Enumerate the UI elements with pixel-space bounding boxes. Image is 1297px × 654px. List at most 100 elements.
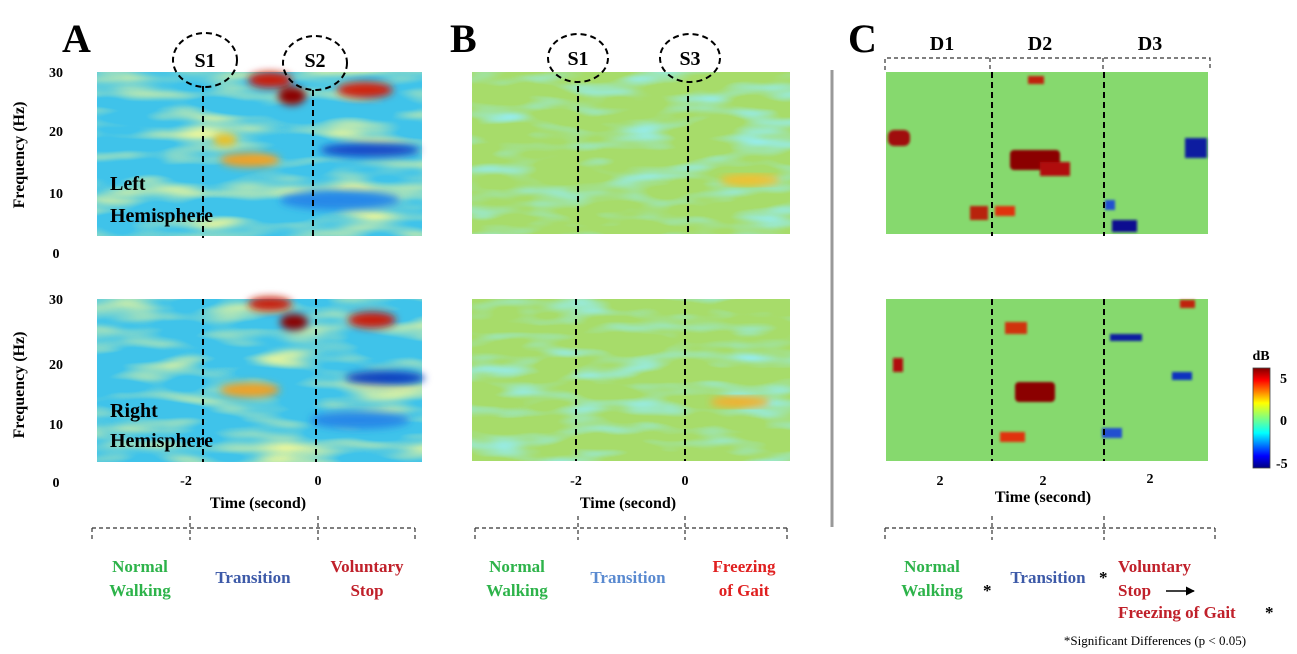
x-axis-label: Time (second) xyxy=(210,495,306,512)
y-tick-label: 10 xyxy=(49,187,63,202)
phase-label: Voluntary xyxy=(1118,557,1192,576)
significance-note: * xyxy=(1099,568,1108,587)
shape xyxy=(220,383,280,397)
phase-label: Normal Walking xyxy=(486,557,548,600)
significance-map xyxy=(886,72,1208,234)
phase-label: Freezing of Gait xyxy=(713,557,776,600)
shape xyxy=(720,174,780,186)
hemisphere-label: Hemisphere xyxy=(110,205,213,227)
shape xyxy=(220,153,280,167)
shape xyxy=(1252,367,1271,469)
segment-label: D3 xyxy=(1138,33,1162,55)
footnote: *Significant Differences (p < 0.05) xyxy=(1064,633,1246,648)
text-line: Voluntary xyxy=(330,557,404,576)
x-axis-label: Time (second) xyxy=(580,495,676,512)
significance-note: * xyxy=(1265,603,1274,622)
panel-a: A S1 S2 Frequency (Hz) 30 20 xyxy=(11,16,425,600)
text-line: Freezing xyxy=(713,557,776,576)
hemisphere-label: Left xyxy=(110,173,146,195)
shape xyxy=(1180,300,1195,308)
shape xyxy=(248,72,292,88)
y-tick-label: 30 xyxy=(49,293,63,308)
shape xyxy=(893,358,903,372)
shape xyxy=(345,371,425,385)
x-axis-label: Time (second) xyxy=(995,489,1091,506)
shape xyxy=(886,299,1208,461)
phase-label: Freezing of Gait xyxy=(1118,603,1236,622)
phase-label: Transition xyxy=(1010,568,1086,587)
shape xyxy=(472,72,790,234)
shape xyxy=(995,206,1015,216)
y-tick-label: 0 xyxy=(53,247,60,262)
shape xyxy=(1185,138,1207,158)
shape xyxy=(91,516,416,540)
text-line: of Gait xyxy=(719,581,770,600)
phase-label: Stop xyxy=(1118,581,1151,600)
shape xyxy=(280,314,308,330)
x-tick-label: 0 xyxy=(315,474,322,489)
y-tick-label: 30 xyxy=(49,66,63,81)
text-line: Walking xyxy=(901,581,963,600)
shape xyxy=(1028,76,1044,84)
shape xyxy=(970,206,988,220)
spectrogram xyxy=(472,72,790,234)
shape xyxy=(710,396,770,408)
marker-label: S1 xyxy=(567,48,588,70)
shape xyxy=(213,72,420,210)
text-line: Walking xyxy=(486,581,548,600)
shape xyxy=(888,76,1207,232)
text-line: Normal xyxy=(904,557,960,576)
x-tick-label: -2 xyxy=(570,474,582,489)
shape xyxy=(893,300,1195,442)
panel-b: B S1 S3 -2 0 Time (second) Normal Walking… xyxy=(450,16,790,600)
shape xyxy=(248,297,292,311)
shape xyxy=(1040,162,1070,176)
y-axis-label: Frequency (Hz) xyxy=(11,332,28,439)
text-line: Stop xyxy=(350,581,383,600)
segment-label: D2 xyxy=(1028,33,1052,55)
colorbar-label: dB xyxy=(1252,349,1269,364)
phase-label: Normal Walking xyxy=(109,557,171,600)
hemisphere-label: Hemisphere xyxy=(110,430,213,452)
shape xyxy=(1110,334,1142,341)
colorbar: dB 5 0 -5 xyxy=(1252,349,1287,472)
spectrogram xyxy=(97,297,425,462)
panel-letter: B xyxy=(450,16,477,61)
shape xyxy=(547,33,609,83)
phase-label: Transition xyxy=(590,568,666,587)
x-tick-label: 0 xyxy=(682,474,689,489)
shape xyxy=(1102,428,1122,438)
y-tick-label: 20 xyxy=(49,125,63,140)
marker-label: S2 xyxy=(304,50,325,72)
text-line: Normal xyxy=(489,557,545,576)
x-tick-label: -2 xyxy=(180,474,192,489)
shape xyxy=(280,190,400,210)
y-tick-label: 0 xyxy=(53,476,60,491)
phase-label: Normal Walking xyxy=(901,557,963,600)
shape xyxy=(1005,322,1027,334)
text-line: Walking xyxy=(109,581,171,600)
shape xyxy=(310,411,410,429)
x-tick-label: 2 xyxy=(937,474,944,489)
shape xyxy=(278,87,306,105)
marker-label: S1 xyxy=(194,50,215,72)
shape xyxy=(282,35,348,91)
marker-label: S3 xyxy=(679,48,700,70)
segment-label: D1 xyxy=(930,33,954,55)
shape xyxy=(659,33,721,83)
x-tick-label: 2 xyxy=(1040,474,1047,489)
significance-map xyxy=(886,299,1208,461)
spectrogram xyxy=(472,299,790,461)
panel-letter: C xyxy=(848,16,877,61)
shape xyxy=(320,143,420,157)
shape xyxy=(337,82,393,98)
colorbar-tick: 5 xyxy=(1280,372,1287,387)
text-line: Normal xyxy=(112,557,168,576)
shape xyxy=(172,32,238,88)
shape xyxy=(213,134,237,146)
shape xyxy=(720,174,780,186)
shape xyxy=(348,312,396,328)
significance-note: * xyxy=(983,581,992,600)
panel-c: C D1 D2 D3 2 xyxy=(848,16,1288,648)
